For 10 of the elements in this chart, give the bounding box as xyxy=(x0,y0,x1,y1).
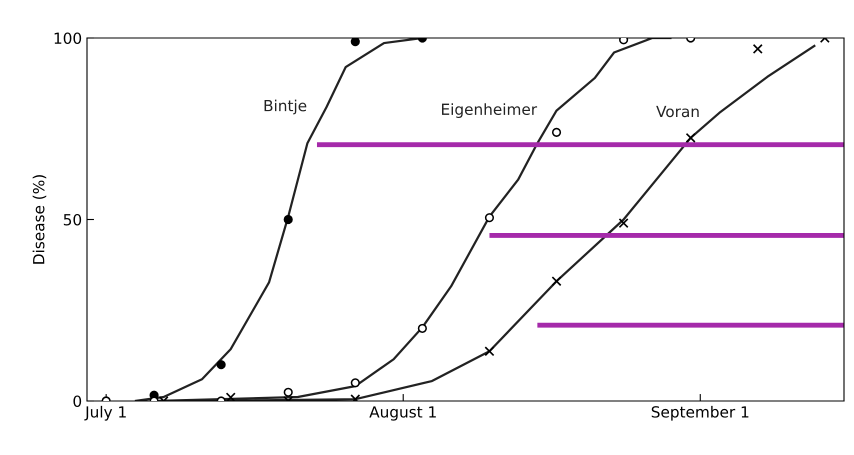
y-tick-label: 100 xyxy=(54,32,82,44)
x-tick-label: August 1 xyxy=(369,406,436,421)
x-tick-label: September 1 xyxy=(652,406,748,421)
y-tick-label: 0 xyxy=(73,395,82,408)
y-tick-label: 50 xyxy=(64,214,82,226)
series-label: Eigenheimer xyxy=(442,103,538,118)
y-axis-title: Disease (%) xyxy=(32,175,46,264)
x-tick-label: July 1 xyxy=(84,406,126,421)
series-label: Bintje xyxy=(264,100,306,114)
series-label: Voran xyxy=(656,106,699,118)
